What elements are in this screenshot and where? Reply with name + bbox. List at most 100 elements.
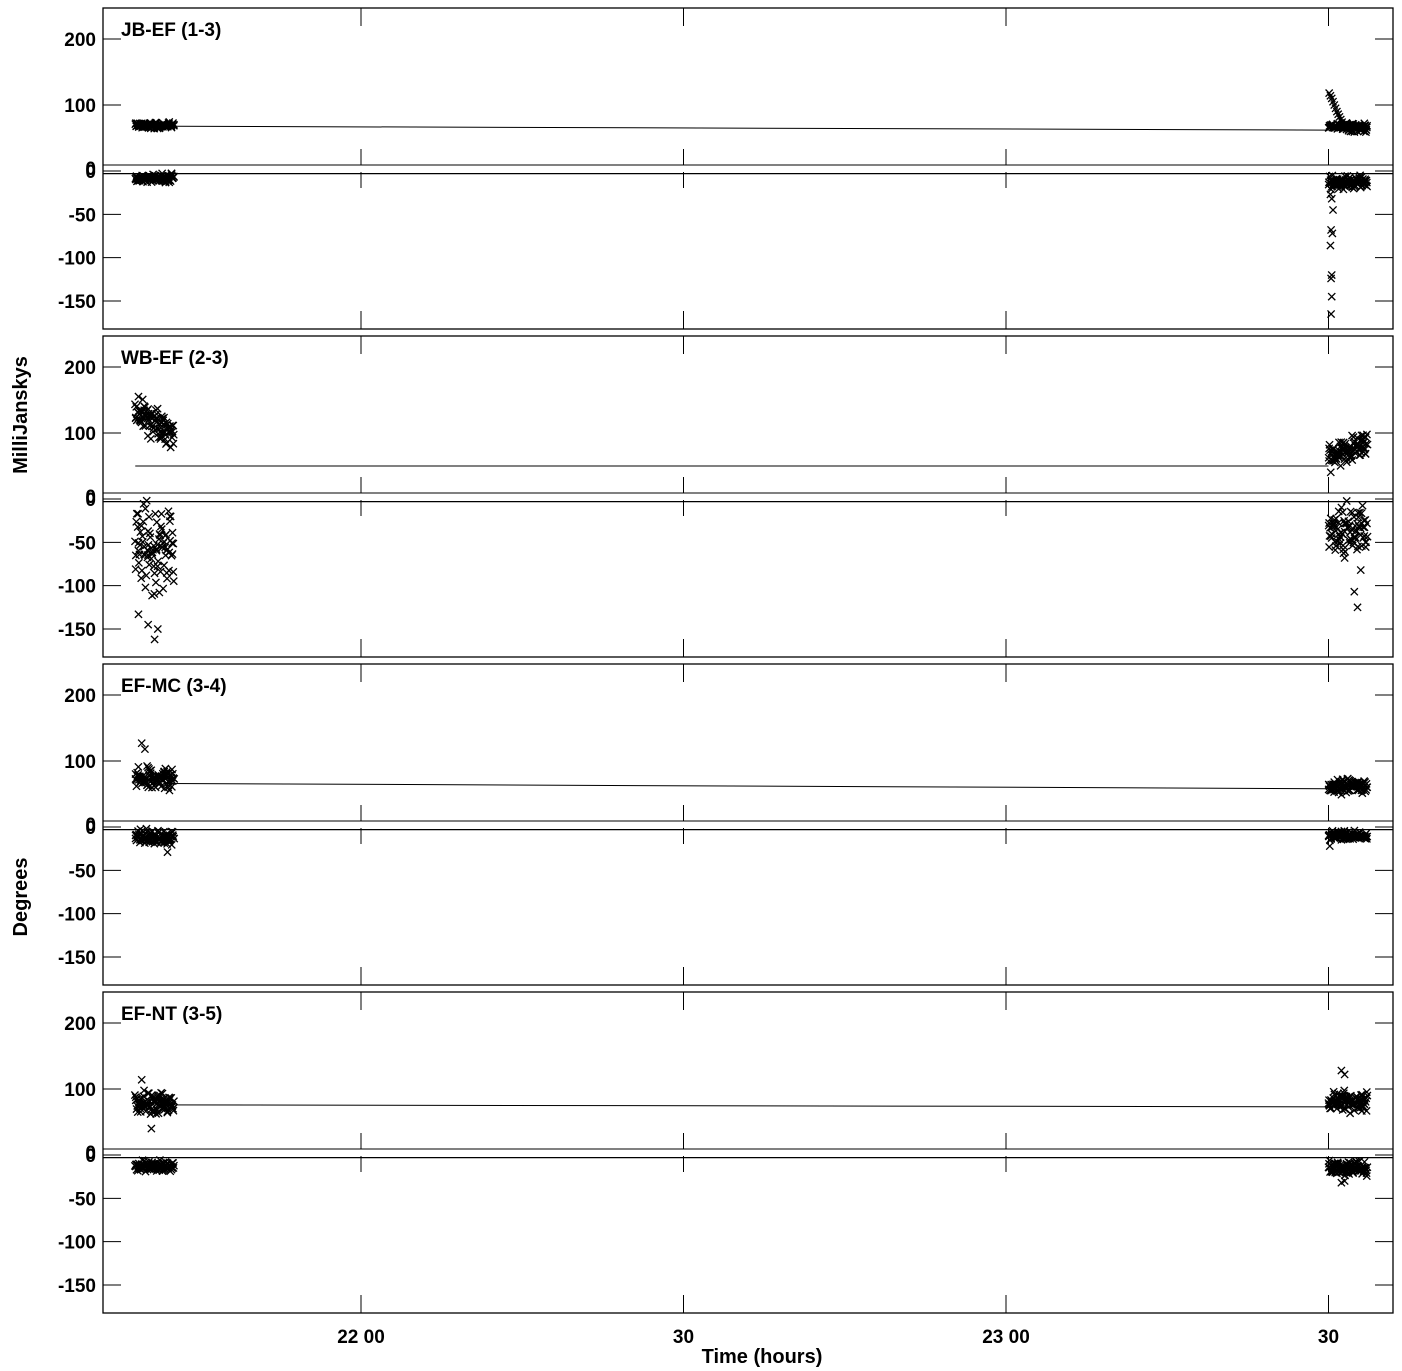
phase-point	[168, 528, 177, 537]
phase-point	[1358, 501, 1367, 510]
x-tick-label: 22 00	[337, 1327, 385, 1348]
phase-tick-label: 0	[85, 1143, 96, 1164]
baseline-label: WB-EF (2-3)	[121, 348, 229, 369]
amplitude-point	[169, 1097, 178, 1106]
phase-point	[161, 530, 171, 539]
phase-point	[1327, 309, 1336, 319]
phase-point	[167, 840, 176, 849]
phase-tick-label: -100	[58, 249, 96, 270]
phase-tick-label: -150	[58, 948, 96, 969]
amplitude-point	[153, 404, 162, 413]
data-points	[130, 1066, 1372, 1187]
phase-point	[153, 624, 162, 634]
phase-tick-label: 0	[85, 815, 96, 836]
phase-point	[136, 527, 145, 537]
phase-point	[1327, 274, 1336, 283]
phase-point	[1348, 508, 1357, 517]
x-tick-label: 23 00	[982, 1327, 1030, 1348]
phase-point	[1326, 532, 1335, 541]
model-amplitude-line	[167, 782, 1329, 790]
phase-point	[134, 558, 143, 567]
amplitude-point	[169, 120, 179, 129]
panel-frame	[102, 335, 1394, 658]
phase-point	[150, 635, 159, 644]
phase-point	[1362, 519, 1371, 528]
phase-point	[151, 578, 160, 587]
phase-point	[166, 512, 175, 521]
amplitude-point	[1359, 1102, 1368, 1111]
amplitude-point	[157, 428, 167, 437]
phase-tick-label: -150	[58, 292, 96, 313]
amplitude-point	[166, 443, 175, 452]
amplitude-tick-label: 200	[64, 358, 96, 379]
amplitude-point	[1362, 785, 1371, 794]
amplitude-point	[1340, 1086, 1349, 1095]
phase-point	[144, 620, 153, 629]
phase-point	[138, 537, 147, 547]
phase-point	[141, 504, 150, 513]
phase-point	[150, 569, 159, 578]
phase-point	[132, 517, 141, 526]
amplitude-point	[1361, 449, 1370, 458]
baseline-label: JB-EF (1-3)	[121, 20, 221, 41]
phase-tick-label: -50	[69, 533, 96, 554]
phase-point	[142, 571, 151, 580]
phase-point	[1360, 523, 1369, 532]
amplitude-point	[137, 739, 146, 748]
phase-point	[156, 567, 165, 576]
phase-point	[1362, 178, 1371, 187]
amplitude-point	[1362, 1106, 1371, 1115]
phase-point	[144, 512, 154, 521]
y-axis-title-amplitude: MilliJanskys	[10, 356, 32, 474]
amplitude-point	[1348, 455, 1357, 465]
phase-point	[170, 834, 179, 843]
amplitude-point	[165, 786, 174, 795]
amplitude-point	[1326, 468, 1335, 477]
phase-point	[157, 509, 166, 518]
phase-point	[169, 539, 178, 548]
phase-point	[169, 567, 178, 576]
amplitude-point	[137, 1075, 146, 1084]
model-amplitude-line	[135, 125, 1329, 131]
phase-point	[146, 533, 155, 542]
data-points	[131, 739, 1372, 857]
phase-tick-label: 0	[85, 159, 96, 180]
phase-tick-label: -150	[58, 1276, 96, 1297]
phase-point	[132, 509, 141, 518]
phase-tick-label: -100	[58, 1233, 96, 1254]
amplitude-point	[1337, 790, 1346, 799]
phase-point	[169, 1161, 178, 1170]
phase-point	[1344, 536, 1353, 545]
amplitude-tick-label: 100	[64, 424, 96, 445]
phase-point	[1362, 1172, 1371, 1181]
phase-point	[1342, 496, 1351, 506]
phase-point	[1357, 509, 1366, 518]
amplitude-point	[1362, 430, 1371, 439]
amplitude-tick-label: 0	[85, 1146, 96, 1167]
phase-point	[169, 1163, 178, 1172]
amplitude-point	[169, 430, 178, 439]
model-amplitude-line	[135, 1104, 1329, 1108]
phase-point	[162, 574, 172, 583]
phase-point	[1331, 541, 1341, 550]
phase-point	[1338, 508, 1347, 517]
phase-tick-label: -100	[58, 577, 96, 598]
panel-frame	[102, 7, 1394, 330]
amplitude-point	[141, 1107, 150, 1116]
amplitude-point	[134, 762, 143, 771]
phase-point	[169, 172, 179, 182]
amplitude-point	[1361, 128, 1370, 137]
amplitude-point	[1329, 1087, 1338, 1096]
phase-point	[154, 557, 163, 566]
amplitude-point	[130, 400, 140, 409]
phase-point	[1337, 503, 1346, 512]
amplitude-point	[138, 395, 147, 404]
phase-point	[150, 589, 159, 599]
amplitude-point	[131, 1093, 140, 1102]
phase-tick-label: 0	[85, 487, 96, 508]
phase-point	[1363, 1163, 1372, 1172]
phase-tick-label: -150	[58, 620, 96, 641]
amplitude-point	[139, 422, 148, 431]
